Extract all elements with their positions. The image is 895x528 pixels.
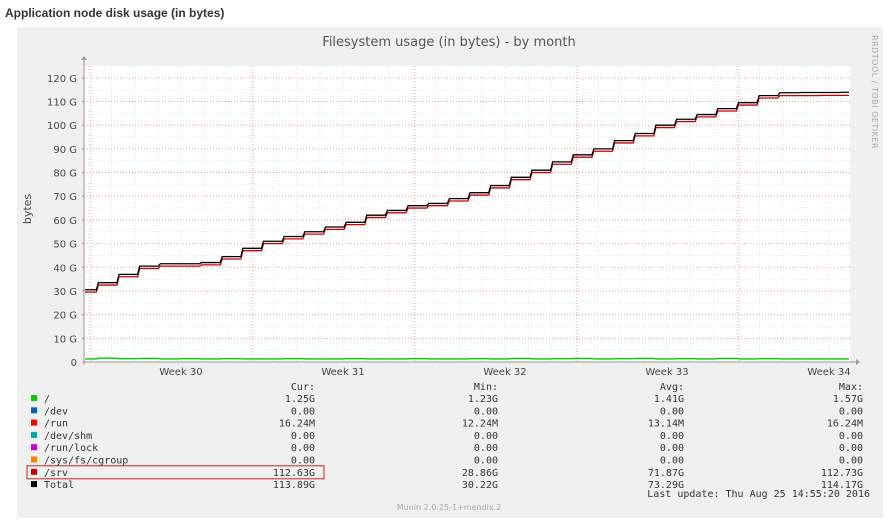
legend-value-cur: 0.00 bbox=[291, 406, 315, 417]
legend-value-min: 12.24M bbox=[462, 419, 498, 430]
legend-value-avg: 71.87G bbox=[648, 468, 684, 479]
legend-value-min: 0.00 bbox=[474, 443, 498, 454]
legend-value-min: 28.86G bbox=[462, 468, 498, 479]
legend-value-avg: 1.41G bbox=[654, 394, 684, 405]
legend-value-avg: 0.00 bbox=[660, 406, 684, 417]
rrdtool-credit: RRDTOOL / TOBI OETIKER bbox=[870, 35, 879, 149]
y-tick-label: 30 G bbox=[53, 287, 77, 298]
y-tick-label: 0 bbox=[71, 358, 77, 369]
legend-value-max: 1.57G bbox=[833, 394, 863, 405]
legend-label: /run bbox=[44, 419, 68, 430]
x-tick-labels: Week 30 Week 31 Week 32 Week 33 Week 34 bbox=[159, 367, 850, 378]
y-tick-label: 110 G bbox=[47, 98, 77, 109]
legend-swatch bbox=[31, 419, 37, 426]
y-tick-label: 70 G bbox=[53, 192, 77, 203]
legend-value-avg: 0.00 bbox=[660, 443, 684, 454]
legend-header-avg: Avg: bbox=[660, 382, 684, 393]
legend-value-cur: 112.63G bbox=[273, 468, 315, 479]
grid bbox=[84, 66, 850, 362]
y-tick-label: 20 G bbox=[53, 311, 77, 322]
legend-value-cur: 0.00 bbox=[291, 456, 315, 467]
legend-label: /sys/fs/cgroup bbox=[44, 456, 128, 467]
legend-value-min: 0.00 bbox=[474, 431, 498, 442]
x-tick-label: Week 34 bbox=[807, 367, 850, 378]
y-axis-label: bytes bbox=[21, 194, 34, 225]
legend-value-cur: 0.00 bbox=[291, 431, 315, 442]
legend-value-max: 0.00 bbox=[839, 456, 863, 467]
legend-value-cur: 1.25G bbox=[285, 394, 315, 405]
graph-panel: Filesystem usage (in bytes) - by month R… bbox=[17, 27, 883, 518]
legend-value-max: 0.00 bbox=[839, 443, 863, 454]
series-line-2 bbox=[85, 91, 849, 291]
legend-value-min: 0.00 bbox=[474, 406, 498, 417]
y-tick-label: 40 G bbox=[53, 263, 77, 274]
legend-header-cur: Cur: bbox=[291, 382, 315, 393]
plot-area bbox=[84, 66, 850, 362]
filesystem-usage-chart: Filesystem usage (in bytes) - by month R… bbox=[17, 27, 883, 518]
series-line-0 bbox=[85, 357, 849, 360]
legend-value-max: 0.00 bbox=[839, 431, 863, 442]
x-tick-label: Week 31 bbox=[321, 367, 364, 378]
legend-label: /dev/shm bbox=[44, 431, 92, 442]
legend-value-min: 30.22G bbox=[462, 480, 498, 491]
legend-swatch bbox=[31, 456, 37, 463]
legend-value-avg: 0.00 bbox=[660, 456, 684, 467]
y-tick-labels: 0 10 G 20 G 30 G 40 G 50 G 60 G 70 G 80 G 90 G 100… bbox=[47, 74, 77, 369]
series-lines bbox=[85, 91, 849, 360]
legend-value-avg: 73.29G bbox=[648, 480, 684, 491]
legend-swatch bbox=[31, 481, 37, 488]
legend-swatch bbox=[31, 444, 37, 451]
page-title: Application node disk usage (in bytes) bbox=[5, 6, 225, 20]
y-tick-label: 80 G bbox=[53, 169, 77, 180]
x-tick-label: Week 32 bbox=[483, 367, 526, 378]
y-tick-label: 90 G bbox=[53, 145, 77, 156]
y-tick-label: 100 G bbox=[47, 121, 77, 132]
y-tick-label: 10 G bbox=[53, 334, 77, 345]
legend-value-min: 0.00 bbox=[474, 456, 498, 467]
legend-swatch bbox=[31, 407, 37, 414]
munin-version: Munin 2.0.25-1+mendix.2 bbox=[397, 503, 501, 512]
legend-value-cur: 113.89G bbox=[273, 480, 315, 491]
legend-label: /run/lock bbox=[44, 443, 98, 454]
legend-header-max: Max: bbox=[839, 382, 863, 393]
legend-value-cur: 0.00 bbox=[291, 443, 315, 454]
legend-swatch bbox=[31, 395, 37, 401]
legend-label: /dev bbox=[44, 406, 68, 417]
legend-value-max: 112.73G bbox=[821, 468, 863, 479]
legend-value-avg: 13.14M bbox=[648, 419, 684, 430]
x-tick-label: Week 30 bbox=[159, 367, 202, 378]
legend-label: Total bbox=[44, 480, 74, 491]
legend-swatch bbox=[31, 431, 37, 438]
legend-value-max: 16.24M bbox=[827, 419, 863, 430]
series-line-1 bbox=[85, 94, 849, 293]
legend-value-max: 114.17G bbox=[821, 480, 863, 491]
legend-swatch bbox=[31, 468, 37, 475]
x-tick-label: Week 33 bbox=[645, 367, 688, 378]
chart-title: Filesystem usage (in bytes) - by month bbox=[322, 35, 575, 50]
y-axis-arrow bbox=[81, 56, 87, 60]
legend-label: /srv bbox=[44, 468, 68, 479]
y-tick-label: 50 G bbox=[53, 240, 77, 251]
legend-value-max: 0.00 bbox=[839, 406, 863, 417]
x-axis-arrow bbox=[856, 359, 860, 365]
y-tick-label: 120 G bbox=[47, 74, 77, 85]
highlight-box bbox=[26, 465, 325, 480]
legend-value-avg: 0.00 bbox=[660, 431, 684, 442]
legend-value-cur: 16.24M bbox=[279, 419, 315, 430]
last-update: Last update: Thu Aug 25 14:55:20 2016 bbox=[647, 489, 870, 500]
y-tick-label: 60 G bbox=[53, 216, 77, 227]
legend: Cur: Min: Avg: Max: / 1.25G 1.23G 1.41G 1.57G/de… bbox=[26, 382, 863, 491]
axes bbox=[81, 56, 860, 365]
legend-value-min: 1.23G bbox=[468, 394, 498, 405]
legend-label: / bbox=[44, 394, 50, 405]
legend-header-min: Min: bbox=[474, 382, 498, 393]
